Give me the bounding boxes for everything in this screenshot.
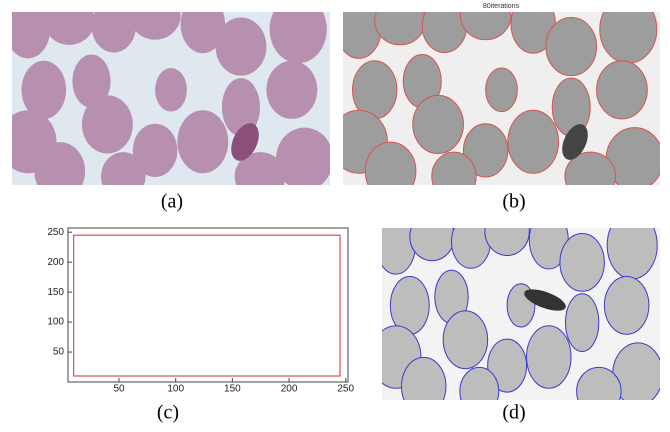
cells-d <box>371 207 663 415</box>
cell <box>577 367 621 415</box>
cell <box>565 294 598 352</box>
cell <box>527 326 571 389</box>
cell <box>82 95 133 153</box>
cell <box>101 152 146 200</box>
cell <box>410 213 454 261</box>
y-tick-label: 100 <box>47 317 64 328</box>
cell <box>460 367 499 415</box>
caption: (a) <box>161 191 183 213</box>
cell <box>422 0 466 52</box>
cell <box>401 357 445 415</box>
cell <box>546 18 597 76</box>
cell <box>560 234 604 292</box>
cell <box>337 0 381 58</box>
cell <box>34 142 85 200</box>
caption: (d) <box>502 402 525 424</box>
cell <box>452 215 491 268</box>
cell <box>607 211 657 278</box>
y-tick-label: 250 <box>47 227 64 238</box>
cell <box>600 0 657 63</box>
cell <box>604 277 648 335</box>
cell <box>155 68 187 112</box>
x-tick-label: 250 <box>337 384 354 395</box>
y-tick-label: 200 <box>47 257 64 268</box>
cell <box>485 207 529 255</box>
figure: 80iterations (a) (b) (c) (d) 50 100 150 200… <box>0 0 670 432</box>
plot-frame <box>68 228 348 382</box>
cells-a <box>0 0 333 201</box>
cells-b <box>330 0 663 201</box>
cell <box>375 0 426 45</box>
cell <box>92 0 137 52</box>
cell <box>216 18 267 76</box>
y-tick-label: 50 <box>53 347 65 358</box>
cell <box>508 110 559 173</box>
cell <box>6 0 51 58</box>
x-tick-label: 200 <box>281 384 298 395</box>
cell <box>413 95 464 153</box>
cell <box>486 68 518 112</box>
cell <box>365 142 416 200</box>
x-tick-label: 50 <box>113 384 125 395</box>
x-tick-label: 100 <box>167 384 184 395</box>
cell <box>22 61 67 119</box>
y-tick-label: 150 <box>47 287 64 298</box>
cell <box>177 110 228 173</box>
panel-title: 80iterations <box>483 3 520 10</box>
x-tick-label: 150 <box>224 384 241 395</box>
cell <box>597 61 648 119</box>
cell <box>376 216 415 274</box>
cell <box>266 61 317 119</box>
cell <box>432 152 476 200</box>
cell <box>443 311 487 369</box>
caption: (b) <box>502 191 525 213</box>
caption: (c) <box>157 402 179 424</box>
